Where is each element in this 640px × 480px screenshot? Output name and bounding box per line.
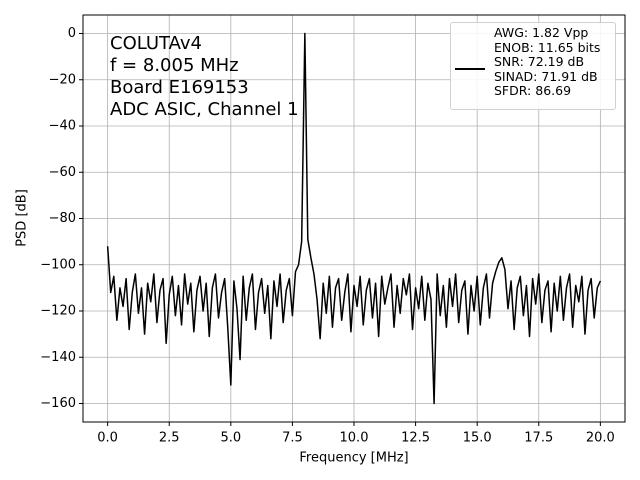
y-tick-label: −40 xyxy=(49,119,76,134)
y-tick-label: −60 xyxy=(49,165,76,180)
psd-line xyxy=(106,32,602,405)
legend-swatch xyxy=(455,68,485,70)
legend-label: AWG: 1.82 Vpp ENOB: 11.65 bits SNR: 72.1… xyxy=(494,25,601,99)
y-tick-label: −140 xyxy=(40,350,76,365)
y-axis-label: PSD [dB] xyxy=(15,189,30,247)
annotation: f = 8.005 MHz xyxy=(110,55,239,76)
y-tick-label: −160 xyxy=(40,396,76,411)
y-tick-label: −120 xyxy=(40,304,76,319)
y-tick-label: −20 xyxy=(49,72,76,87)
x-tick-label: 10.0 xyxy=(340,431,369,446)
x-tick-label: 15.0 xyxy=(463,431,492,446)
x-tick-label: 0.0 xyxy=(97,431,118,446)
y-tick-label: −100 xyxy=(40,257,76,272)
annotation: COLUTAv4 xyxy=(110,33,202,54)
annotation: ADC ASIC, Channel 1 xyxy=(110,99,299,120)
y-tick-label: 0 xyxy=(68,26,76,41)
x-tick-label: 20.0 xyxy=(586,431,615,446)
x-tick-label: 17.5 xyxy=(524,431,553,446)
x-tick-label: 2.5 xyxy=(159,431,180,446)
annotation: Board E169153 xyxy=(110,77,249,98)
x-axis-label: Frequency [MHz] xyxy=(299,451,408,466)
x-tick-label: 5.0 xyxy=(220,431,241,446)
legend: AWG: 1.82 Vpp ENOB: 11.65 bits SNR: 72.1… xyxy=(450,22,616,110)
y-tick-label: −80 xyxy=(49,211,76,226)
x-tick-label: 7.5 xyxy=(282,431,303,446)
x-tick-label: 12.5 xyxy=(401,431,430,446)
